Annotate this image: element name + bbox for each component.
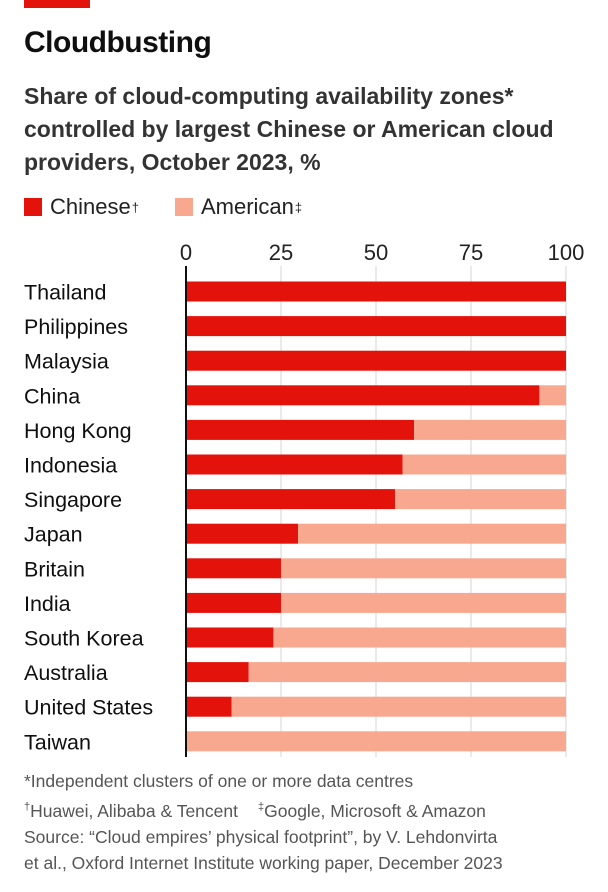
chart-title: Cloudbusting xyxy=(24,26,212,59)
footnote-providers: †Huawei, Alibaba & Tencent ‡Google, Micro… xyxy=(24,794,503,824)
category-label-singapore: Singapore xyxy=(24,488,122,512)
category-label-china: China xyxy=(24,384,80,408)
legend-item-chinese: Chinese † xyxy=(24,194,139,220)
bar-chinese-indonesia xyxy=(186,454,403,475)
bar-american-taiwan xyxy=(186,731,566,752)
legend-swatch-chinese xyxy=(24,198,42,216)
legend-label-chinese: Chinese xyxy=(50,194,131,219)
x-tick-label-25: 25 xyxy=(269,240,293,265)
category-label-taiwan: Taiwan xyxy=(24,730,91,754)
bar-chinese-china xyxy=(186,385,540,406)
legend-item-american: American ‡ xyxy=(174,194,303,220)
category-label-australia: Australia xyxy=(24,661,108,685)
legend-mark-chinese: † xyxy=(131,199,139,215)
category-label-philippines: Philippines xyxy=(24,315,128,339)
category-label-japan: Japan xyxy=(24,523,83,547)
bar-american-japan xyxy=(298,523,566,544)
bar-chart: 0 25 50 75 100 Thailand Philippines Malaysia Chi… xyxy=(24,240,585,757)
bar-chinese-britain xyxy=(186,558,281,579)
x-tick-label-100: 100 xyxy=(548,240,585,265)
category-label-south-korea: South Korea xyxy=(24,627,144,651)
x-tick-label-50: 50 xyxy=(364,240,388,265)
category-label-thailand: Thailand xyxy=(24,281,106,305)
chart-subtitle: Share of cloud-computing availability zo… xyxy=(24,83,554,175)
category-label-britain: Britain xyxy=(24,557,85,581)
x-tick-label-75: 75 xyxy=(459,240,483,265)
legend-label-american: American xyxy=(200,194,294,219)
x-tick-label-0: 0 xyxy=(180,240,192,265)
bar-american-hong-kong xyxy=(414,419,566,440)
bar-chinese-south-korea xyxy=(186,627,274,648)
bar-american-india xyxy=(281,592,566,613)
bar-american-britain xyxy=(281,558,566,579)
bar-american-australia xyxy=(248,662,566,683)
legend: Chinese † American ‡ xyxy=(24,194,338,220)
footnote-dagger: Huawei, Alibaba & Tencent xyxy=(30,801,238,821)
legend-mark-american: ‡ xyxy=(294,199,303,215)
bar-chinese-singapore xyxy=(186,489,395,510)
dagger-mark: † xyxy=(24,801,31,813)
footnote-source-2: et al., Oxford Internet Institute workin… xyxy=(24,853,503,873)
bar-american-united-states xyxy=(231,696,566,717)
bar-chinese-australia xyxy=(186,662,249,683)
category-label-united-states: United States xyxy=(24,696,153,720)
bar-chinese-hong-kong xyxy=(186,419,414,440)
bar-chinese-malaysia xyxy=(186,350,566,371)
ddagger-mark: ‡ xyxy=(258,801,265,813)
bar-american-indonesia xyxy=(402,454,566,475)
footnote-asterisk: *Independent clusters of one or more dat… xyxy=(24,771,414,791)
bar-chinese-india xyxy=(186,592,281,613)
category-label-hong-kong: Hong Kong xyxy=(24,419,132,443)
category-label-indonesia: Indonesia xyxy=(24,454,117,478)
category-label-india: India xyxy=(24,592,71,616)
footnote-source-1: Source: “Cloud empires’ physical footpri… xyxy=(24,827,498,847)
bar-american-south-korea xyxy=(273,627,566,648)
bar-chinese-japan xyxy=(186,523,299,544)
bar-american-china xyxy=(539,385,566,406)
brand-tag xyxy=(24,0,90,8)
bar-chinese-thailand xyxy=(186,281,566,302)
bar-american-singapore xyxy=(395,489,566,510)
category-label-malaysia: Malaysia xyxy=(24,350,109,374)
footnote-ddagger: Google, Microsoft & Amazon xyxy=(264,801,486,821)
footnotes: *Independent clusters of one or more dat… xyxy=(24,768,503,876)
bar-chinese-united-states xyxy=(186,696,232,717)
legend-swatch-american xyxy=(174,198,193,216)
bar-chinese-philippines xyxy=(186,316,566,337)
